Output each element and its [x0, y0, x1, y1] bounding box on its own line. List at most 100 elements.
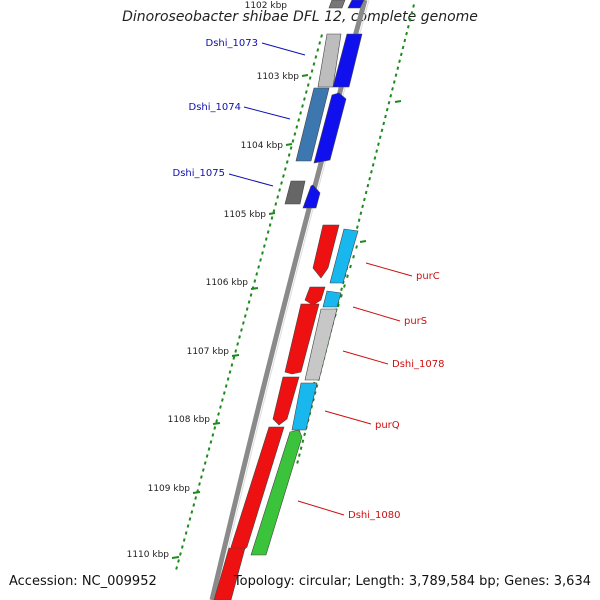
- inner-ruler-tick: [259, 258, 262, 262]
- inner-ruler-tick: [282, 174, 285, 178]
- major-tick-outer-b: [359, 240, 367, 243]
- outer-ruler-tick: [380, 128, 384, 133]
- inner-ruler-tick: [280, 181, 283, 185]
- inner-ruler-tick: [184, 531, 188, 535]
- gene-cyan-purS[interactable]: [322, 290, 342, 308]
- label-purQ[interactable]: purQ: [375, 420, 400, 431]
- leader-dshi-1075: [228, 173, 274, 187]
- inner-ruler-tick: [240, 328, 243, 332]
- inner-ruler-tick: [303, 97, 306, 101]
- major-tick-outer-a: [394, 100, 402, 103]
- label-dshi-1075[interactable]: Dshi_1075: [173, 168, 225, 179]
- ruler-label-1104: 1104 kbp: [241, 141, 284, 151]
- genome-backbone-highlight: [215, 0, 370, 600]
- gene-green-1080[interactable]: [250, 429, 303, 556]
- label-dshi-1074[interactable]: Dshi_1074: [189, 102, 241, 113]
- inner-ruler-tick: [264, 237, 268, 241]
- inner-ruler-tick: [276, 195, 280, 199]
- inner-ruler-tick: [182, 538, 186, 542]
- ruler-label-1105: 1105 kbp: [224, 210, 267, 220]
- label-purC[interactable]: purC: [416, 271, 440, 282]
- major-tick-1105: [268, 212, 276, 215]
- inner-ruler-tick: [289, 146, 293, 150]
- inner-ruler-tick: [198, 482, 201, 486]
- gene-gray-top[interactable]: [328, 0, 346, 9]
- inner-ruler-tick: [314, 55, 318, 59]
- topology-text: Topology: circular; Length: 3,789,584 bp…: [233, 574, 591, 589]
- gene-blue-top[interactable]: [347, 0, 365, 9]
- gene-purS[interactable]: [304, 286, 326, 306]
- leader-purC: [365, 262, 413, 277]
- outer-ruler-tick: [303, 432, 306, 437]
- gene-dshi-1074[interactable]: [295, 87, 330, 162]
- inner-ruler-tick: [270, 216, 274, 220]
- outer-ruler-tick: [370, 170, 373, 174]
- inner-ruler-tick: [230, 363, 234, 367]
- major-tick-1108: [212, 422, 221, 425]
- outer-ruler-tick: [387, 100, 391, 105]
- inner-ruler-tick: [293, 132, 297, 136]
- outer-ruler-tick: [406, 24, 410, 29]
- genome-backbone: [209, 0, 368, 600]
- outer-ruler-tick: [403, 38, 407, 43]
- inner-ruler-tick: [243, 314, 247, 318]
- inner-ruler-tick: [224, 384, 228, 388]
- inner-ruler-tick: [301, 104, 304, 108]
- strand-tick: [337, 303, 340, 308]
- label-dshi-1073[interactable]: Dshi_1073: [206, 38, 258, 49]
- inner-ruler-tick: [268, 223, 272, 227]
- inner-ruler-tick: [215, 419, 219, 423]
- inner-ruler-tick: [262, 244, 266, 248]
- ruler-label-1107: 1107 kbp: [187, 347, 230, 357]
- outer-ruler-tick: [408, 18, 412, 22]
- inner-ruler-tick: [261, 251, 264, 255]
- label-dshi-1078[interactable]: Dshi_1078: [392, 359, 444, 370]
- major-tick-1103: [301, 74, 309, 77]
- label-purS[interactable]: purS: [404, 316, 427, 327]
- inner-ruler-tick: [306, 83, 310, 87]
- major-tick-1106: [250, 287, 259, 290]
- gene-blue-1075[interactable]: [302, 184, 321, 209]
- gene-red-bottom[interactable]: [213, 547, 246, 600]
- inner-ruler-tick: [287, 153, 291, 157]
- label-dshi-1080[interactable]: Dshi_1080: [348, 510, 400, 521]
- gene-purC[interactable]: [312, 224, 340, 279]
- inner-ruler-tick: [274, 202, 278, 206]
- outer-ruler-tick: [313, 391, 317, 395]
- outer-ruler-tick: [299, 446, 303, 450]
- strand-tick: [349, 264, 352, 269]
- inner-ruler-tick: [200, 475, 203, 479]
- inner-ruler-tick: [209, 440, 213, 444]
- inner-ruler-tick: [201, 468, 205, 472]
- inner-ruler-tick: [266, 230, 270, 234]
- leader-dshi-1078: [342, 350, 389, 365]
- gene-blue-1073[interactable]: [332, 33, 363, 88]
- gene-blue-1074[interactable]: [313, 92, 347, 164]
- inner-ruler-tick: [283, 167, 287, 171]
- major-tick-1104: [285, 143, 293, 146]
- major-tick-1107: [231, 354, 240, 357]
- inner-ruler-tick: [299, 111, 302, 115]
- gene-dshi-1078[interactable]: [284, 303, 320, 375]
- gene-gray-1078[interactable]: [304, 308, 338, 381]
- outer-ruler-tick: [361, 204, 364, 209]
- strand-tick: [343, 284, 346, 288]
- inner-ruler-tick: [285, 160, 289, 164]
- outer-ruler-tick: [389, 94, 393, 98]
- inner-ruler-tick: [238, 335, 241, 339]
- gene-purQ[interactable]: [272, 376, 300, 426]
- outer-ruler-tick: [396, 66, 400, 70]
- inner-ruler-tick: [297, 118, 301, 122]
- gene-cyan-purQ[interactable]: [291, 382, 318, 431]
- inner-ruler-tick: [253, 279, 257, 283]
- major-tick-1109: [192, 491, 201, 494]
- gene-cyan-purC[interactable]: [329, 228, 359, 284]
- outer-ruler-tick: [378, 135, 382, 140]
- gene-dshi-1075[interactable]: [284, 180, 306, 205]
- outer-ruler-tick: [355, 225, 359, 229]
- outer-ruler-tick: [392, 80, 396, 84]
- strand-tick: [355, 245, 358, 249]
- inner-ruler-tick: [234, 349, 238, 353]
- inner-ruler-tick: [304, 90, 308, 94]
